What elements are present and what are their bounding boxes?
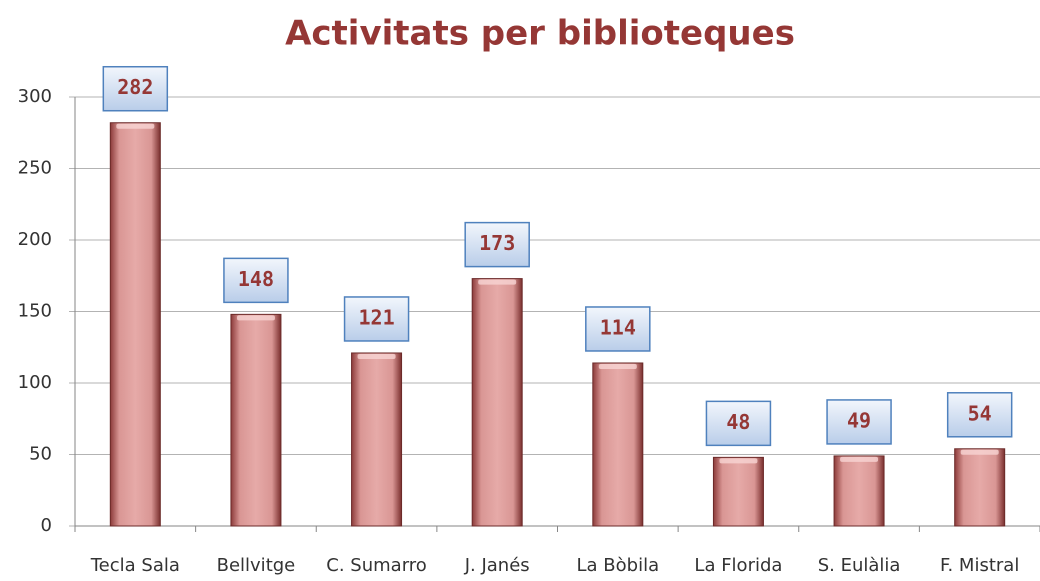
x-tick-label: S. Eulàlia xyxy=(818,555,901,576)
bar xyxy=(712,456,764,527)
data-label: 121 xyxy=(359,305,395,329)
bar xyxy=(351,352,403,527)
y-tick-label: 100 xyxy=(18,372,52,393)
x-tick-label: Tecla Sala xyxy=(90,555,180,576)
x-tick-label: La Florida xyxy=(694,555,782,576)
bar-highlight xyxy=(719,458,758,464)
x-tick-label: Bellvitge xyxy=(217,555,296,576)
label-box xyxy=(343,296,410,342)
chart-title: Activitats per biblioteques xyxy=(285,14,795,54)
data-label: 49 xyxy=(847,408,871,432)
data-label: 48 xyxy=(726,410,750,434)
x-tick-label: J. Janés xyxy=(464,555,530,576)
label-box xyxy=(223,257,289,304)
bar-highlight xyxy=(598,363,637,369)
y-tick-label: 150 xyxy=(18,301,52,322)
data-label: 282 xyxy=(117,75,153,99)
x-tick-label: F. Mistral xyxy=(940,555,1019,576)
x-tick-label: La Bòbila xyxy=(577,555,660,576)
bar-highlight xyxy=(116,123,155,129)
bar-highlight xyxy=(236,315,275,321)
data-label: 114 xyxy=(600,315,636,339)
bar xyxy=(592,362,644,527)
bar xyxy=(833,455,885,527)
label-box xyxy=(705,400,772,447)
label-box xyxy=(826,399,892,445)
bar-highlight xyxy=(960,449,999,455)
bar-highlight xyxy=(478,279,517,285)
bar-highlight xyxy=(840,456,879,462)
label-box xyxy=(946,392,1013,438)
data-label: 54 xyxy=(968,401,992,425)
data-label: 173 xyxy=(479,231,515,255)
y-tick-label: 300 xyxy=(18,86,52,107)
data-label: 148 xyxy=(238,267,274,291)
bar xyxy=(954,448,1006,527)
label-box xyxy=(102,65,169,112)
y-tick-label: 0 xyxy=(41,515,52,536)
y-tick-label: 250 xyxy=(18,158,52,179)
y-tick-label: 200 xyxy=(18,229,52,250)
label-box xyxy=(464,221,530,268)
bar-highlight xyxy=(357,353,396,359)
bar xyxy=(230,313,282,527)
x-tick-label: C. Sumarro xyxy=(326,555,427,576)
label-box xyxy=(585,306,651,352)
bar xyxy=(471,278,523,527)
y-tick-label: 50 xyxy=(29,444,52,465)
bar xyxy=(109,122,161,527)
